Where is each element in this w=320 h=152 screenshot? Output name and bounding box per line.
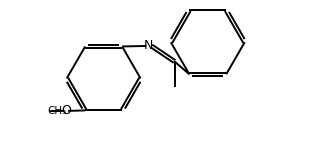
Text: N: N (144, 40, 153, 52)
Text: O: O (61, 104, 71, 117)
Text: CH₃: CH₃ (47, 106, 67, 116)
